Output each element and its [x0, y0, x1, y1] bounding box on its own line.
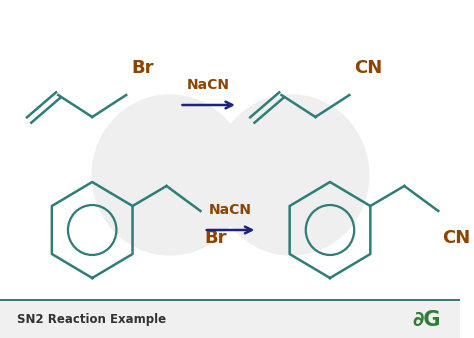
Text: Br: Br: [131, 59, 154, 77]
Text: ∂G: ∂G: [413, 310, 441, 330]
Text: CN: CN: [354, 59, 383, 77]
Text: Br: Br: [204, 229, 227, 247]
Text: SN2 Reaction Example: SN2 Reaction Example: [18, 314, 166, 327]
Text: CN: CN: [442, 229, 470, 247]
Text: NaCN: NaCN: [209, 203, 252, 217]
Circle shape: [92, 95, 247, 255]
FancyBboxPatch shape: [0, 300, 460, 338]
Text: NaCN: NaCN: [187, 78, 230, 92]
Circle shape: [213, 95, 369, 255]
